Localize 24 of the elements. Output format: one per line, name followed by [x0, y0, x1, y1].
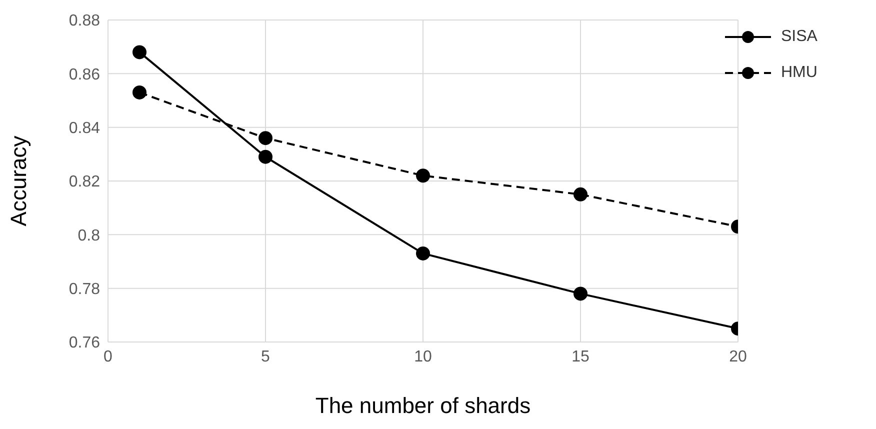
- point: [258, 150, 272, 164]
- y-tick-label: 0.86: [68, 66, 100, 84]
- legend-label: HMU: [781, 64, 818, 82]
- point: [132, 45, 146, 60]
- x-tick-label: 10: [414, 348, 432, 366]
- y-tick-label: 0.76: [68, 334, 100, 352]
- y-axis-title: Accuracy: [6, 136, 31, 226]
- y-tick-label: 0.88: [68, 12, 100, 30]
- point: [574, 286, 588, 301]
- point: [416, 246, 430, 260]
- point: [258, 131, 272, 146]
- point: [574, 187, 588, 202]
- x-tick-label: 0: [104, 348, 113, 366]
- point: [132, 85, 146, 100]
- x-axis-title: The number of shards: [315, 393, 531, 418]
- y-tick-label: 0.82: [68, 174, 100, 191]
- point: [416, 168, 430, 183]
- y-tick-label: 0.78: [68, 281, 100, 298]
- x-tick-label: 20: [729, 348, 747, 366]
- legend-label: SISA: [781, 28, 818, 46]
- x-tick-label: 5: [261, 348, 270, 366]
- x-tick-label: 15: [572, 348, 590, 366]
- y-tick-label: 0.84: [68, 120, 100, 138]
- y-tick-label: 0.8: [78, 227, 100, 244]
